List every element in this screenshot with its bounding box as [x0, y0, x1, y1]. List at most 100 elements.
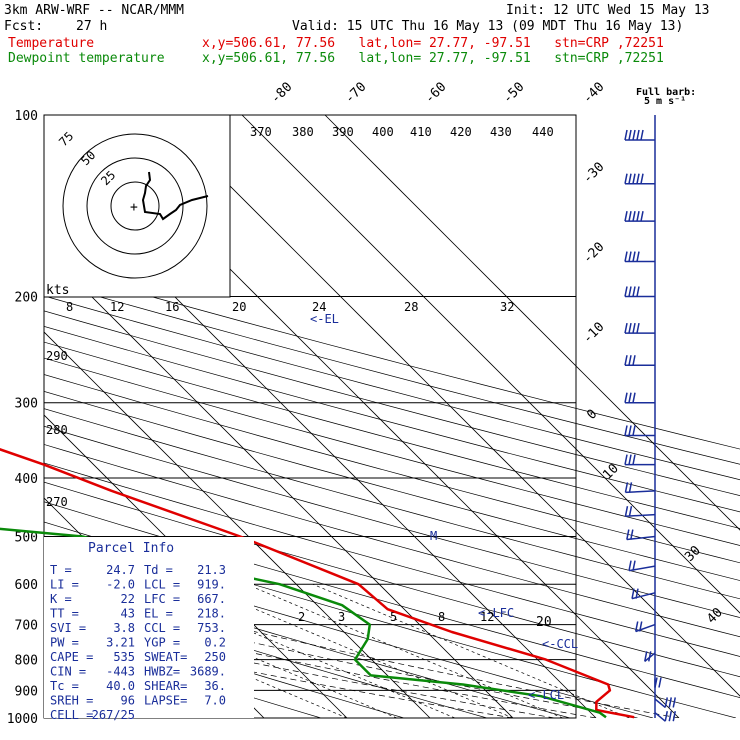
barb-flag	[624, 173, 628, 184]
barb-key-line2: 5 m s⁻¹	[644, 96, 686, 107]
isotherm-line	[241, 115, 740, 614]
barb-flag	[628, 322, 632, 334]
wind-barb	[624, 322, 655, 334]
hodograph-frame	[43, 114, 231, 298]
parcel-info-cell: 36.	[204, 679, 226, 693]
isotherm-label: 30	[682, 543, 704, 565]
barb-flag	[624, 482, 629, 493]
parcel-info-cell: HWBZ=	[144, 665, 180, 679]
barb-flag	[624, 251, 628, 262]
barb-flag	[634, 621, 639, 632]
isotherm-line	[158, 115, 740, 697]
barb-flag	[648, 651, 652, 662]
model-title: 3km ARW-WRF -- NCAR/MMM	[4, 3, 185, 18]
legend-dewpoint-info: x,y=506.61, 77.56 lat,lon= 27.77, -97.51…	[202, 51, 664, 66]
parcel-info-cell: Tc =	[50, 679, 79, 693]
dry-adiabat	[44, 295, 740, 481]
parcel-info-cell: 535	[113, 650, 135, 664]
barb-flag	[632, 392, 636, 403]
wind-barb	[634, 621, 656, 633]
moist-adiabat	[44, 592, 638, 718]
hodograph-axis-label: kts	[46, 283, 69, 298]
wind-barb	[654, 677, 662, 688]
theta-label: 290	[46, 349, 68, 363]
parcel-info-cell: Td =	[144, 563, 173, 577]
dry-adiabat	[44, 374, 740, 564]
pressure-tick-label: 1000	[7, 712, 38, 727]
parcel-info-cell: 3689.	[190, 665, 226, 679]
barb-flag	[654, 677, 658, 688]
speed-tick: 16	[165, 300, 179, 314]
barb-flag	[628, 286, 632, 297]
moist-adiabat	[44, 578, 680, 718]
isotherm-labels: -80 -70 -60 -50 -40 -30 -20 -10 0 10 20 …	[268, 80, 726, 630]
barb-flag	[628, 392, 632, 403]
theta-label: 390	[332, 125, 354, 139]
parcel-info-cell: 250	[204, 650, 226, 664]
barb-flag	[628, 454, 632, 465]
isotherm-label: -70	[342, 80, 369, 107]
parcel-info-cell: 753.	[197, 621, 226, 635]
theta-label: 370	[250, 125, 272, 139]
mixing-ratio-label: 12	[480, 610, 494, 624]
barb-flag	[636, 322, 640, 334]
temperature-profile	[0, 448, 635, 719]
barb-flag	[624, 454, 628, 465]
hodograph-speed-ticks: 8 12 16 20 24 28 32	[66, 300, 514, 314]
parcel-info-cell: 3.8	[113, 621, 135, 635]
parcel-info-cell: CELL =	[50, 708, 93, 722]
isotherm-line	[44, 331, 431, 718]
barb-flag	[640, 173, 644, 184]
speed-tick: 8	[66, 300, 73, 314]
barb-flag	[624, 425, 628, 436]
theta-label: 380	[292, 125, 314, 139]
wind-barb	[628, 560, 656, 572]
hodograph: 75 50 25 + kts	[43, 114, 231, 298]
isotherm-label: -40	[580, 80, 607, 107]
ccl-marker: <-CCL	[542, 637, 578, 651]
dry-adiabat	[44, 563, 570, 718]
barb-flag	[672, 711, 676, 722]
theta-labels: 370 380 390 400 410 420 430 440 290 280 …	[46, 125, 554, 509]
pressure-axis: 100 200 300 400 500 600 700 800 900 1000	[7, 109, 38, 727]
parcel-info-cell: K =	[50, 592, 72, 606]
barb-key-line1: Full barb:	[636, 87, 696, 98]
barb-flag	[636, 211, 640, 222]
el-marker: <-EL	[310, 312, 339, 326]
parcel-info-cell: LCL =	[144, 578, 180, 592]
isotherm-label: -50	[500, 80, 527, 107]
hodograph-ring-25	[110, 181, 160, 231]
parcel-info-title: Parcel Info	[88, 541, 174, 556]
wind-barb	[624, 425, 655, 437]
forecast-label: Fcst:	[4, 19, 44, 34]
parcel-info-cell: SHEAR=	[144, 679, 187, 693]
barb-flag	[640, 129, 644, 141]
isotherm-line	[324, 115, 740, 531]
profiles	[0, 448, 635, 719]
hodograph-origin-mark: +	[130, 200, 138, 215]
lfc-marker: <-LFC	[478, 606, 514, 620]
wind-barb	[624, 506, 656, 517]
pressure-tick-label: 100	[15, 109, 38, 124]
dry-adiabat	[44, 390, 740, 581]
barb-flag	[636, 251, 640, 262]
parcel-info-cell: 96	[121, 694, 135, 708]
barb-flag	[628, 560, 632, 571]
dry-adiabat	[44, 280, 740, 465]
pressure-tick-label: 900	[15, 684, 38, 699]
dry-adiabat	[44, 325, 740, 513]
parcel-info-background	[44, 537, 254, 718]
barb-shaft	[654, 712, 666, 722]
parcel-info-cell: 40.0	[106, 679, 135, 693]
parcel-info-cell: 3.21	[106, 636, 135, 650]
pressure-tick-label: 400	[15, 472, 38, 487]
wind-barb	[624, 251, 655, 263]
parcel-info-cell: LFC =	[144, 592, 180, 606]
parcel-info-cell: CCL =	[144, 621, 180, 635]
dry-adiabat	[44, 608, 404, 718]
speed-tick: 28	[404, 300, 418, 314]
parcel-info-cell: LAPSE=	[144, 694, 187, 708]
legend-temperature-info: x,y=506.61, 77.56 lat,lon= 27.77, -97.51…	[202, 36, 664, 51]
mixing-ratio-label: 8	[438, 610, 445, 624]
parcel-info-cell: TT =	[50, 607, 79, 621]
